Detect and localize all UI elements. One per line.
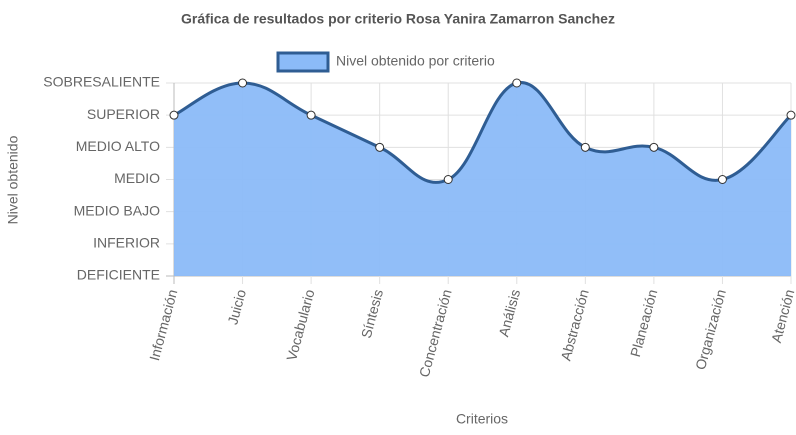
x-axis-label: Criterios — [456, 411, 508, 427]
x-tick-label: Organización — [692, 288, 729, 372]
x-tick-label: Atención — [768, 288, 796, 345]
y-tick-label: MEDIO BAJO — [74, 202, 160, 218]
x-tick-label: Abstracción — [557, 288, 591, 363]
x-tick-label: Análisis — [495, 288, 523, 339]
y-axis-label: Nivel obtenido — [5, 135, 21, 224]
y-tick-label: MEDIO ALTO — [76, 138, 160, 154]
point — [512, 78, 522, 88]
y-tick-label: SUPERIOR — [87, 106, 160, 122]
y-tick-label: INFERIOR — [93, 235, 160, 251]
legend-swatch — [276, 51, 330, 73]
chart-title: Gráfica de resultados por criterio Rosa … — [181, 11, 615, 27]
point — [649, 142, 659, 152]
x-tick-label: Información — [146, 288, 180, 363]
y-tick-label: SOBRESALIENTE — [43, 74, 160, 90]
point — [443, 175, 453, 184]
y-tick-label: DEFICIENTE — [77, 267, 160, 283]
y-tick-label: MEDIO — [114, 170, 160, 186]
point — [786, 110, 796, 120]
point — [375, 142, 385, 152]
point — [306, 110, 316, 120]
x-tick-label: Concentración — [416, 288, 455, 379]
line — [173, 81, 793, 184]
x-tick-label: Síntesis — [358, 288, 386, 340]
x-tick-label: Vocabulario — [283, 287, 317, 362]
point — [238, 78, 248, 88]
point — [580, 142, 590, 152]
x-tick-label: Juicio — [224, 287, 249, 326]
legend-label: Nivel obtenido por criterio — [336, 53, 495, 69]
x-tick-label: Planeación — [627, 288, 660, 359]
area — [174, 82, 791, 277]
point — [169, 110, 179, 120]
point — [717, 175, 727, 184]
